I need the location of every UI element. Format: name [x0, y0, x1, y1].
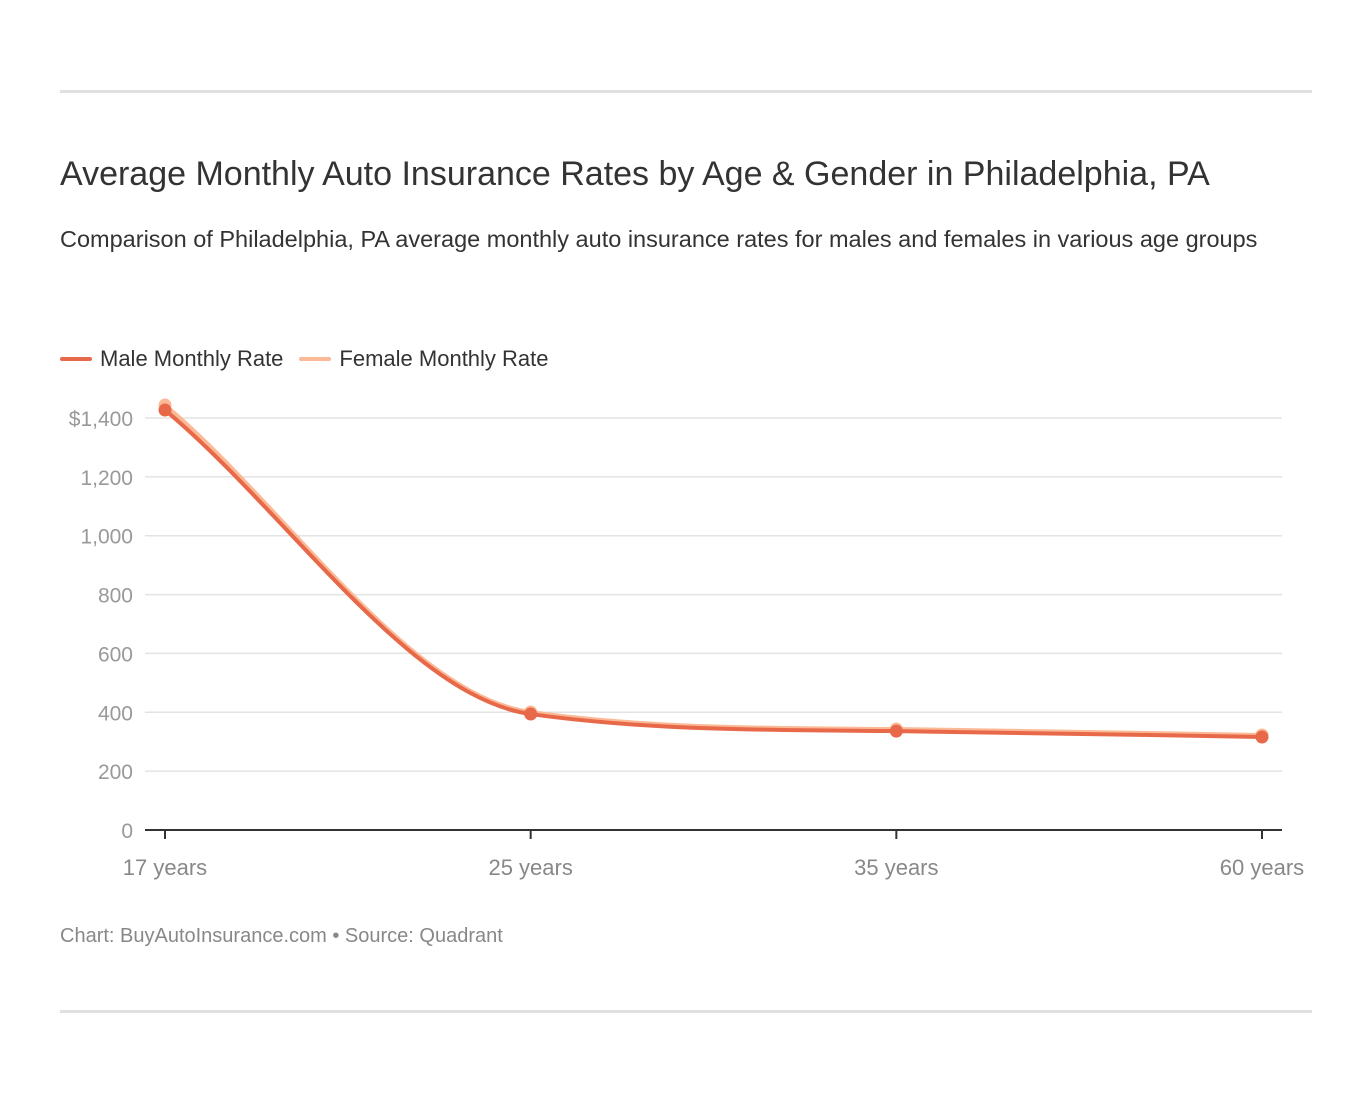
chart-footer: Chart: BuyAutoInsurance.com • Source: Qu… [60, 925, 503, 947]
x-tick-label: 25 years [488, 855, 572, 880]
legend: Male Monthly Rate Female Monthly Rate [60, 346, 565, 372]
y-tick-label: 1,000 [80, 526, 133, 549]
x-tick-label: 17 years [123, 855, 207, 880]
legend-item-female: Female Monthly Rate [299, 346, 549, 372]
y-tick-label: $1,400 [69, 408, 133, 431]
y-tick-label: 800 [98, 585, 133, 608]
bottom-divider [60, 1010, 1312, 1013]
data-point-male [158, 403, 172, 417]
data-point-male [1255, 730, 1269, 744]
y-tick-label: 0 [121, 820, 133, 843]
legend-item-male: Male Monthly Rate [60, 346, 283, 372]
data-point-male [524, 707, 538, 721]
x-tick-label: 35 years [854, 855, 938, 880]
y-tick-label: 1,200 [80, 467, 133, 490]
y-tick-label: 400 [98, 702, 133, 725]
data-point-male [889, 724, 903, 738]
chart-subtitle: Comparison of Philadelphia, PA average m… [60, 226, 1258, 252]
x-tick-label: 60 years [1220, 855, 1304, 880]
series-line-male [163, 408, 1263, 740]
legend-swatch-male [60, 357, 92, 361]
legend-swatch-female [299, 357, 332, 361]
series-line-female [163, 403, 1263, 737]
legend-label-male: Male Monthly Rate [100, 346, 284, 371]
y-tick-label: 200 [98, 761, 133, 784]
chart-title: Average Monthly Auto Insurance Rates by … [60, 155, 1210, 193]
y-tick-label: 600 [98, 643, 133, 666]
legend-label-female: Female Monthly Rate [339, 346, 549, 371]
top-divider [60, 90, 1312, 93]
